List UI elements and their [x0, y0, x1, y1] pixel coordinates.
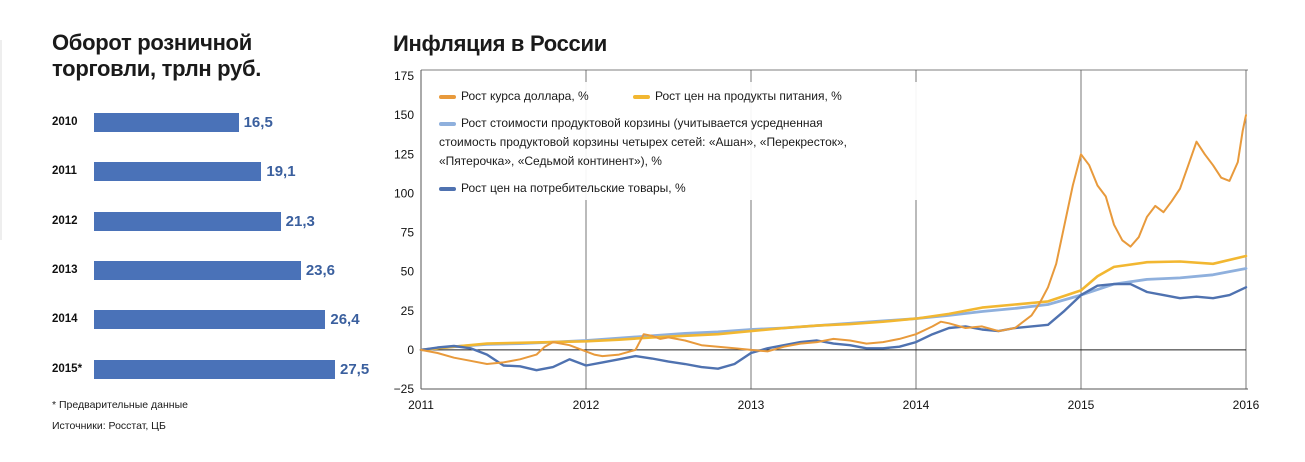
retail-turnover-panel: Оборот розничной торговли, трлн руб. 201…: [0, 0, 390, 462]
turnover-bar: [94, 261, 301, 280]
y-tick-label: −25: [394, 382, 415, 396]
bar-value-label: 27,5: [340, 361, 370, 378]
y-tick-label: 125: [394, 147, 414, 161]
bar-year-label: 2014: [52, 313, 78, 325]
legend-basket-swatch: [439, 122, 456, 126]
turnover-bar: [94, 212, 281, 231]
x-tick-label: 2012: [573, 398, 600, 412]
inflation-chart-title: Инфляция в России: [393, 31, 607, 56]
retail-chart-title-line1: Оборот розничной: [52, 30, 252, 55]
x-tick-label: 2014: [903, 398, 930, 412]
legend-cpi-label: Рост цен на потребительские товары, %: [461, 181, 686, 195]
legend-dollar-label: Рост курса доллара, %: [461, 89, 589, 103]
retail-chart-title: Оборот розничной торговли, трлн руб.: [52, 30, 372, 82]
bar-year-label: 2015*: [52, 363, 83, 375]
bar-value-label: 21,3: [285, 213, 315, 230]
bar-value-label: 19,1: [266, 163, 296, 180]
bar-value-label: 26,4: [330, 311, 360, 328]
basket-cost-line: [419, 267, 1248, 352]
bar-value-label: 23,6: [305, 262, 336, 279]
bar-year-label: 2012: [52, 215, 78, 227]
dollar-rate-line: [420, 114, 1247, 365]
consumer-prices-line: [419, 282, 1248, 372]
turnover-bar: [94, 162, 262, 181]
x-tick-label: 2016: [1233, 398, 1260, 412]
x-tick-label: 2011: [408, 398, 434, 412]
y-tick-label: 75: [401, 226, 415, 240]
food-prices-line: [419, 254, 1248, 352]
bar-value-label: 16,5: [243, 114, 273, 131]
y-tick-label: 0: [407, 343, 414, 357]
legend-food-swatch: [633, 95, 650, 99]
legend-food-label: Рост цен на продукты питания, %: [655, 89, 842, 103]
legend-basket-label: Рост стоимости продуктовой корзины (учит…: [439, 116, 847, 168]
legend-dollar-swatch: [439, 95, 456, 99]
retail-chart-title-line2: торговли, трлн руб.: [52, 56, 262, 81]
y-tick-label: 100: [394, 186, 414, 200]
bar-year-label: 2013: [52, 264, 78, 276]
panel-divider: [0, 40, 2, 240]
bar-year-label: 2011: [52, 165, 77, 177]
footnote: * Предварительные данные: [52, 399, 188, 411]
legend-box: [430, 82, 918, 200]
turnover-bar: [94, 113, 239, 132]
bar-year-label: 2010: [52, 116, 78, 128]
legend-cpi-swatch: [439, 187, 456, 191]
y-tick-label: 150: [394, 108, 414, 122]
x-tick-label: 2013: [738, 398, 765, 412]
turnover-bar: [94, 310, 326, 329]
turnover-bar: [94, 360, 335, 379]
y-tick-label: 175: [394, 69, 414, 83]
x-tick-label: 2015: [1068, 398, 1095, 412]
y-tick-label: 25: [401, 304, 415, 318]
y-tick-label: 50: [401, 265, 415, 279]
sources: Источники: Росстат, ЦБ: [52, 420, 166, 432]
